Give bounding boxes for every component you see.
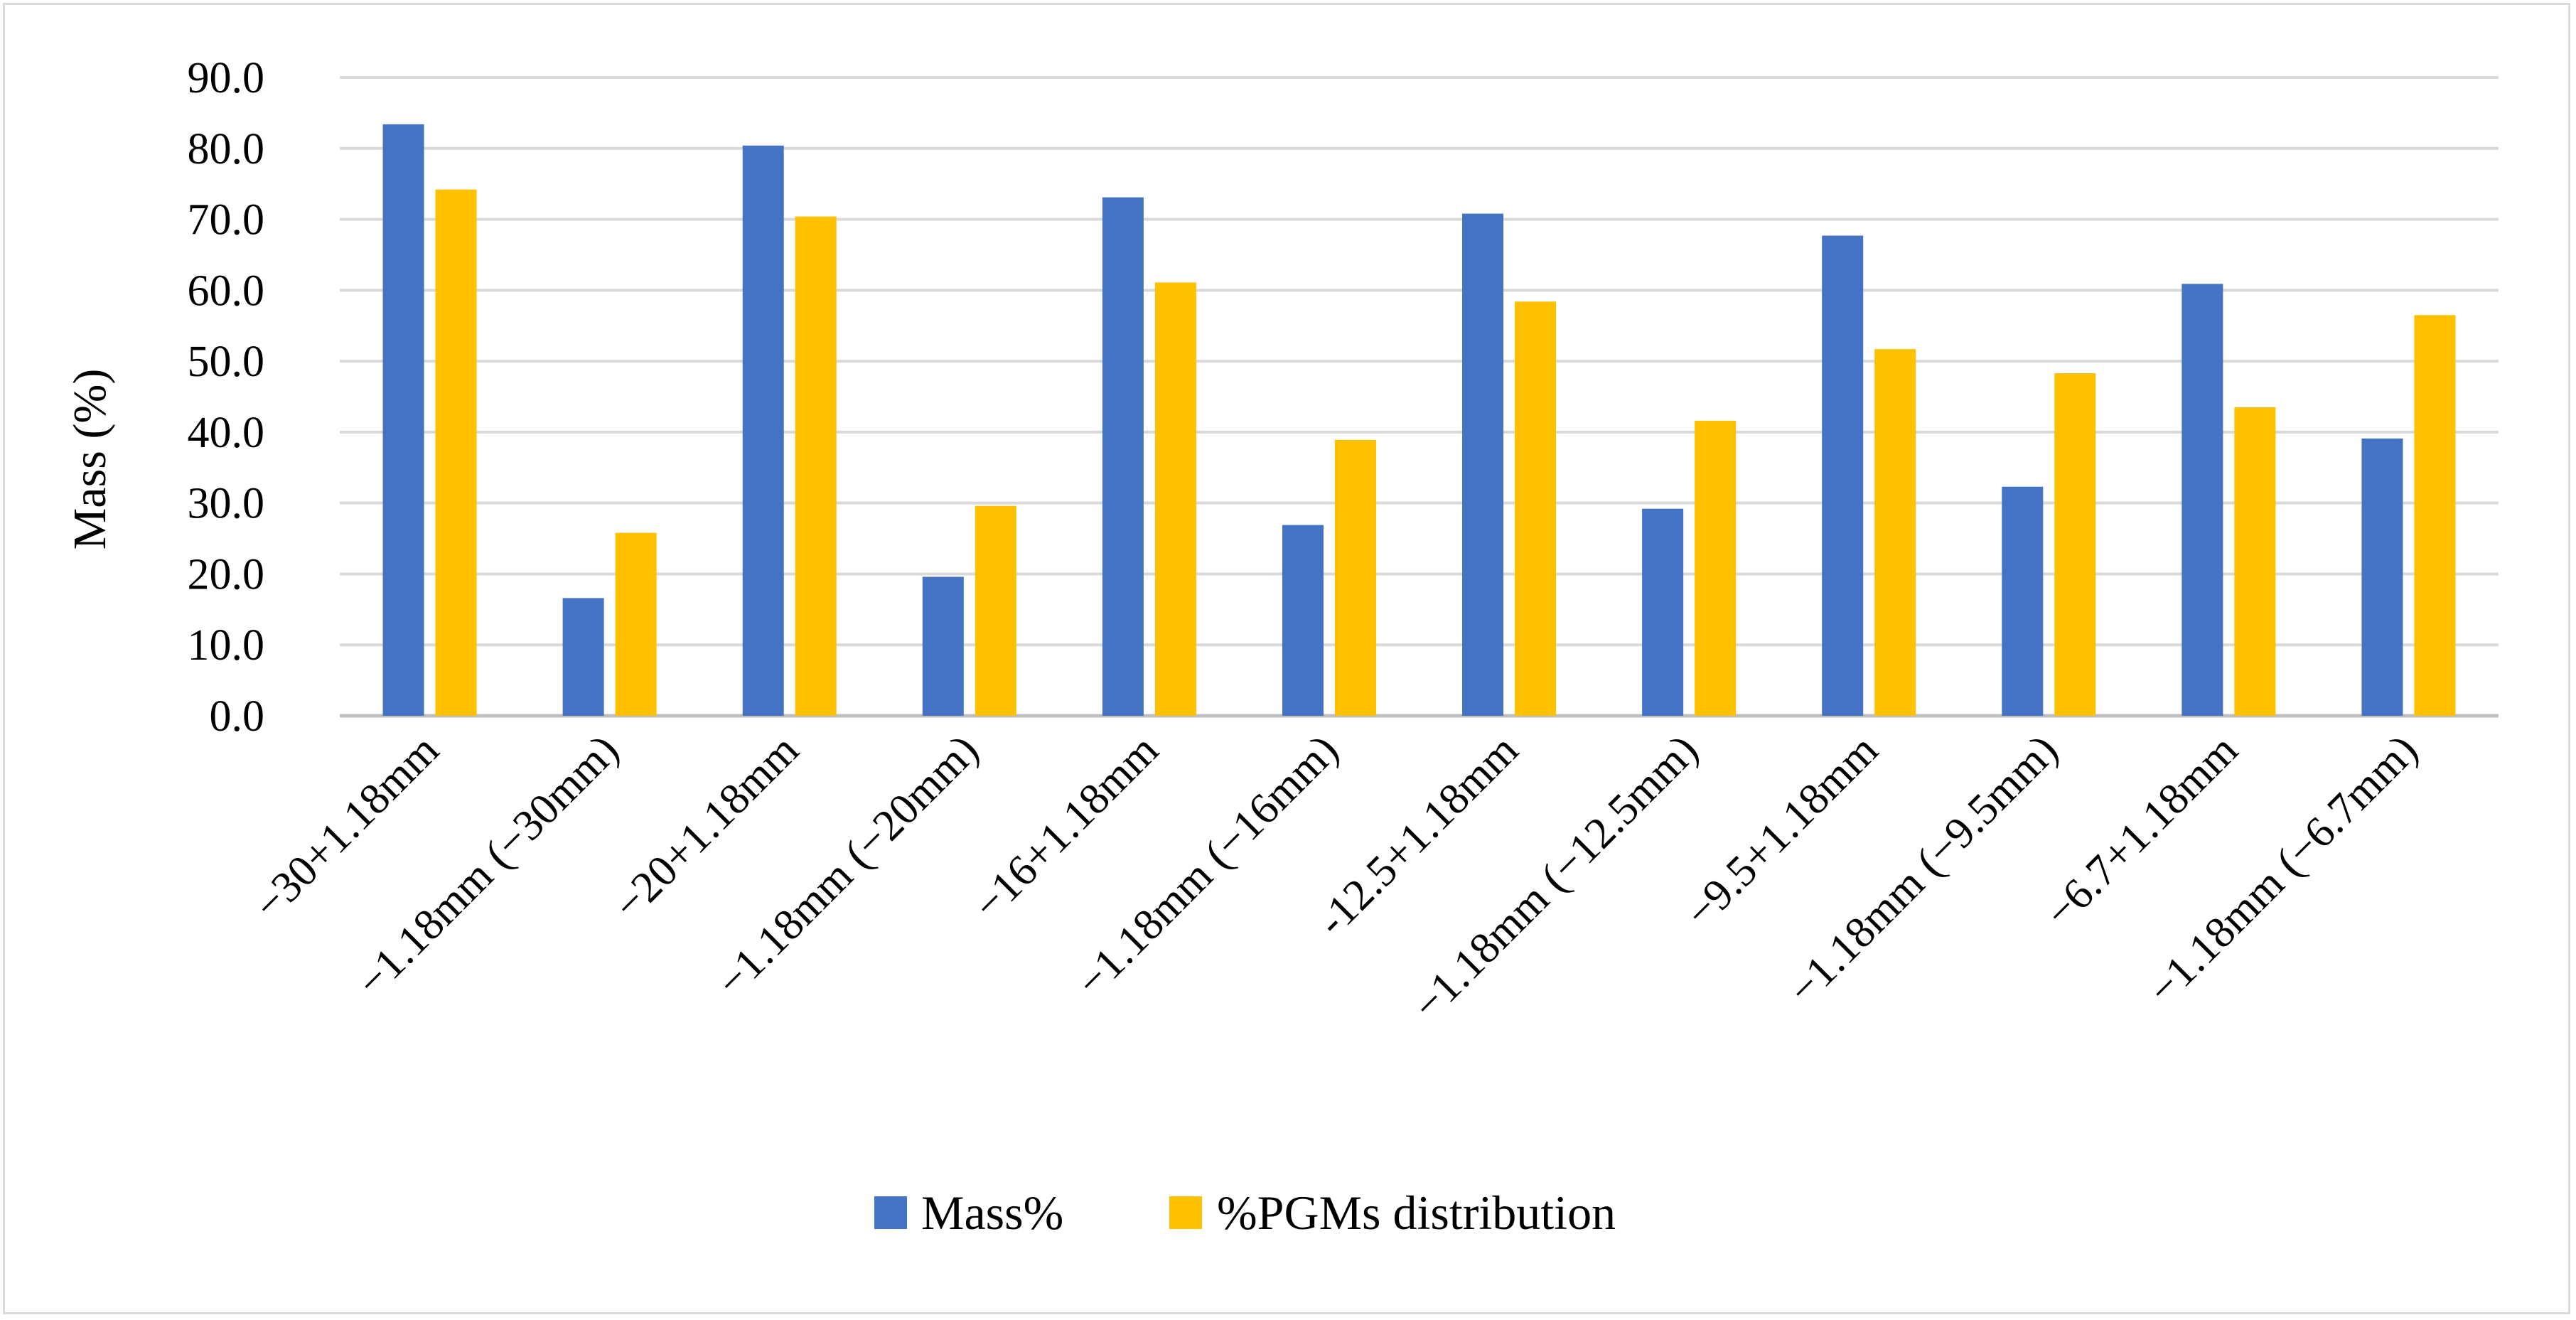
bar-mass-7 — [1642, 508, 1684, 716]
y-tick-label: 80.0 — [188, 125, 265, 173]
bar-mass-3 — [922, 576, 964, 716]
bar-pgms-3 — [975, 505, 1016, 716]
y-tick-label: 90.0 — [188, 54, 265, 102]
bar-mass-0 — [382, 124, 424, 716]
bar-pgms-7 — [1695, 420, 1737, 716]
bar-pgms-6 — [1515, 301, 1557, 716]
bar-mass-9 — [2002, 486, 2044, 716]
x-axis-ticks: −30+1.18mm−1.18mm (−30mm)−20+1.18mm−1.18… — [245, 726, 2427, 1030]
bar-mass-11 — [2361, 438, 2403, 716]
bar-pgms-9 — [2054, 373, 2096, 716]
bar-pgms-11 — [2414, 315, 2456, 716]
bar-pgms-10 — [2234, 407, 2276, 716]
x-tick-label: −30+1.18mm — [245, 726, 448, 929]
gridlines — [340, 76, 2499, 718]
bar-mass-10 — [2181, 284, 2223, 716]
bar-mass-1 — [562, 598, 604, 716]
legend-swatch-mass — [874, 1196, 907, 1229]
bar-pgms-1 — [615, 532, 657, 716]
y-tick-label: 50.0 — [188, 338, 265, 386]
bar-pgms-4 — [1154, 282, 1196, 716]
y-tick-label: 30.0 — [188, 480, 265, 528]
legend-swatch-pgms — [1169, 1196, 1202, 1229]
bar-mass-4 — [1102, 197, 1144, 716]
y-tick-label: 60.0 — [188, 267, 265, 315]
legend-label-pgms: %PGMs distribution — [1217, 1186, 1616, 1240]
y-tick-label: 40.0 — [188, 409, 265, 457]
y-tick-label: 0.0 — [210, 692, 265, 741]
bar-mass-5 — [1282, 525, 1324, 716]
y-tick-label: 10.0 — [188, 621, 265, 670]
bars — [382, 124, 2456, 716]
legend: Mass% %PGMs distribution — [874, 1186, 1616, 1240]
y-tick-label: 20.0 — [188, 550, 265, 599]
bar-mass-6 — [1462, 213, 1504, 716]
y-axis-ticks: 0.0 10.0 20.0 30.0 40.0 50.0 60.0 70.0 80.0 90.0 — [188, 54, 265, 741]
bar-mass-8 — [1822, 235, 1864, 716]
y-tick-label: 70.0 — [188, 196, 265, 245]
legend-label-mass: Mass% — [921, 1186, 1063, 1240]
bar-pgms-0 — [435, 189, 477, 716]
bar-mass-2 — [742, 145, 784, 716]
x-tick-label: −20+1.18mm — [604, 726, 807, 929]
y-axis-title: Mass (%) — [64, 369, 116, 550]
bar-pgms-2 — [795, 216, 837, 716]
x-tick-label: −16+1.18mm — [964, 726, 1167, 929]
bar-pgms-5 — [1334, 439, 1376, 716]
bar-pgms-8 — [1874, 349, 1916, 716]
